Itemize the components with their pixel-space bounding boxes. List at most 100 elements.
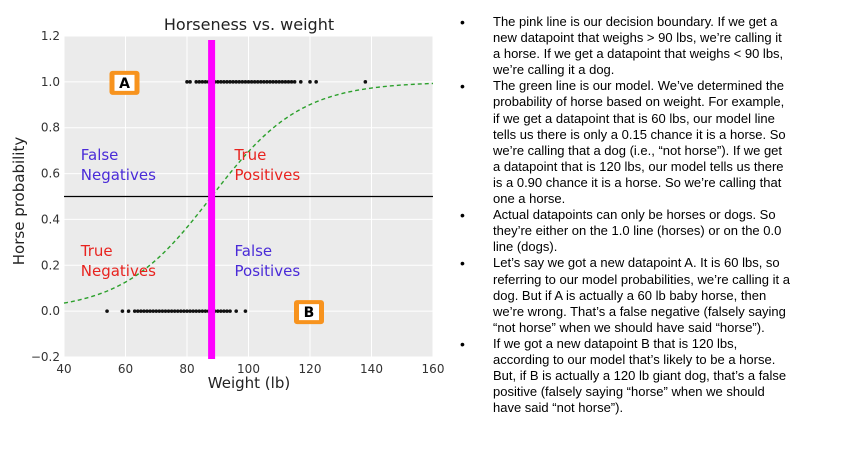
- dog-point: [145, 309, 149, 313]
- y-tick-label: 1.0: [41, 75, 60, 89]
- quadrant-label-line: Negatives: [81, 166, 156, 184]
- horse-point: [240, 80, 245, 84]
- dog-point: [166, 309, 171, 313]
- note-line: line (dogs).: [493, 239, 558, 255]
- quadrant-label: True Negatives: [80, 242, 156, 280]
- dog-point: [191, 309, 195, 313]
- note-line: dog. But if A is actually a 60 lb baby h…: [493, 287, 767, 303]
- quadrant-label-line: True: [234, 146, 267, 164]
- dog-point: [243, 309, 248, 313]
- note-line: is a 0.90 chance it is a horse. So we’re…: [493, 174, 782, 190]
- point-badge-inner: [114, 74, 135, 91]
- note-item: If we got a new datapoint B that is 120 …: [458, 336, 842, 416]
- horse-point: [286, 80, 291, 84]
- quadrant-label-line: Negatives: [81, 262, 156, 280]
- dog-point: [163, 309, 168, 313]
- dog-point: [188, 309, 192, 313]
- dog-point: [200, 309, 205, 313]
- horse-point: [228, 80, 232, 84]
- dog-point: [151, 309, 155, 313]
- dog-point: [182, 309, 186, 313]
- decision-boundary-line: [208, 40, 216, 359]
- note-line: Actual datapoints can only be horses or …: [493, 207, 776, 223]
- quadrant-label: False Positives: [235, 242, 301, 280]
- horse-point: [200, 80, 205, 84]
- note-line: tells us there is only a 0.15 chance it …: [493, 126, 786, 142]
- y-tick-label: 0.6: [41, 167, 60, 181]
- quadrant-label: True Positives: [234, 146, 301, 184]
- note-line: new datapoint that weighs > 90 lbs, we’r…: [493, 30, 782, 46]
- note-line: we’re calling that a dog (i.e., “not hor…: [493, 142, 783, 158]
- horseness-chart: Horseness vs. weight 40 60 80 100 120 140 160 −…: [10, 15, 445, 392]
- x-tick-label: 120: [299, 362, 322, 376]
- dog-point: [142, 309, 146, 313]
- horse-point: [255, 80, 260, 84]
- horse-point: [259, 80, 263, 84]
- dog-point: [120, 309, 125, 313]
- x-tick-label: 60: [118, 362, 133, 376]
- quadrant-label-line: True: [80, 242, 113, 260]
- note-line: Let’s say we got a new datapoint A. It i…: [493, 255, 780, 271]
- x-tick-label: 100: [237, 362, 260, 376]
- dog-point: [132, 309, 137, 313]
- dog-point: [228, 309, 232, 313]
- dog-point: [126, 309, 131, 313]
- x-tick-label: 140: [360, 362, 383, 376]
- horse-point: [246, 80, 251, 84]
- note-line: according to our model that’s likely to …: [493, 351, 776, 367]
- note-line: have said “not horse”).: [493, 400, 624, 416]
- horse-point: [292, 80, 297, 84]
- horse-point: [289, 80, 294, 84]
- y-tick-label: 0.2: [41, 258, 60, 272]
- horse-point: [308, 80, 312, 84]
- horse-point: [252, 80, 257, 84]
- note-item: Actual datapoints can only be horses or …: [458, 207, 842, 255]
- note-line: The pink line is our decision boundary. …: [493, 14, 778, 29]
- horse-point: [188, 80, 192, 84]
- horse-point: [314, 80, 318, 84]
- horse-point: [243, 80, 248, 84]
- dog-point: [179, 309, 183, 313]
- dog-point: [225, 309, 229, 313]
- dog-point: [157, 309, 162, 313]
- horse-point: [203, 80, 208, 84]
- horse-point: [231, 80, 235, 84]
- quadrant-label-line: Positives: [235, 262, 301, 280]
- note-line: If we got a new datapoint B that is 120 …: [493, 335, 738, 351]
- note-line: probability of horse based on weight. Fo…: [493, 94, 785, 110]
- note-line: we’re wrong. That’s a false negative (fa…: [493, 303, 786, 319]
- x-tick-label: 160: [422, 362, 445, 376]
- note-line: they’re either on the 1.0 line (horses) …: [493, 223, 782, 239]
- dog-point: [194, 309, 199, 313]
- y-tick-label: 0.4: [41, 212, 60, 226]
- horse-point: [219, 80, 223, 84]
- chart-title: Horseness vs. weight: [164, 15, 334, 34]
- horse-point: [298, 80, 303, 84]
- note-item: The pink line is our decision boundary. …: [458, 14, 842, 78]
- note-line: a horse. If we get a datapoint that weig…: [493, 46, 784, 62]
- dog-point: [160, 309, 165, 313]
- dog-point: [203, 309, 208, 313]
- quadrant-label-line: False: [81, 146, 119, 164]
- note-item: Let’s say we got a new datapoint A. It i…: [458, 255, 842, 335]
- horse-point: [185, 80, 189, 84]
- note-line: if we get a datapoint that is 60 lbs, ou…: [493, 110, 775, 126]
- dog-point: [172, 309, 177, 313]
- note-item: The green line is our model. We’ve deter…: [458, 78, 842, 207]
- horse-point: [280, 80, 285, 84]
- horse-point: [262, 80, 266, 84]
- y-tick-label: 1.2: [41, 29, 60, 43]
- data-points: [105, 80, 368, 313]
- point-badge-inner: [299, 304, 319, 321]
- note-line: a datapoint that is 120 lbs, our model t…: [493, 158, 784, 174]
- point-badge-text: A: [119, 76, 130, 92]
- point-badge-text: B: [304, 305, 315, 321]
- horse-point: [234, 80, 238, 84]
- dog-point: [197, 309, 202, 313]
- note-line: positive (falsely saying “horse” when we…: [493, 384, 765, 400]
- horse-point: [249, 80, 254, 84]
- point-labels: AB: [109, 70, 324, 325]
- dog-point: [139, 309, 143, 313]
- dog-point: [169, 309, 174, 313]
- x-axis-label: Weight (lb): [208, 374, 290, 392]
